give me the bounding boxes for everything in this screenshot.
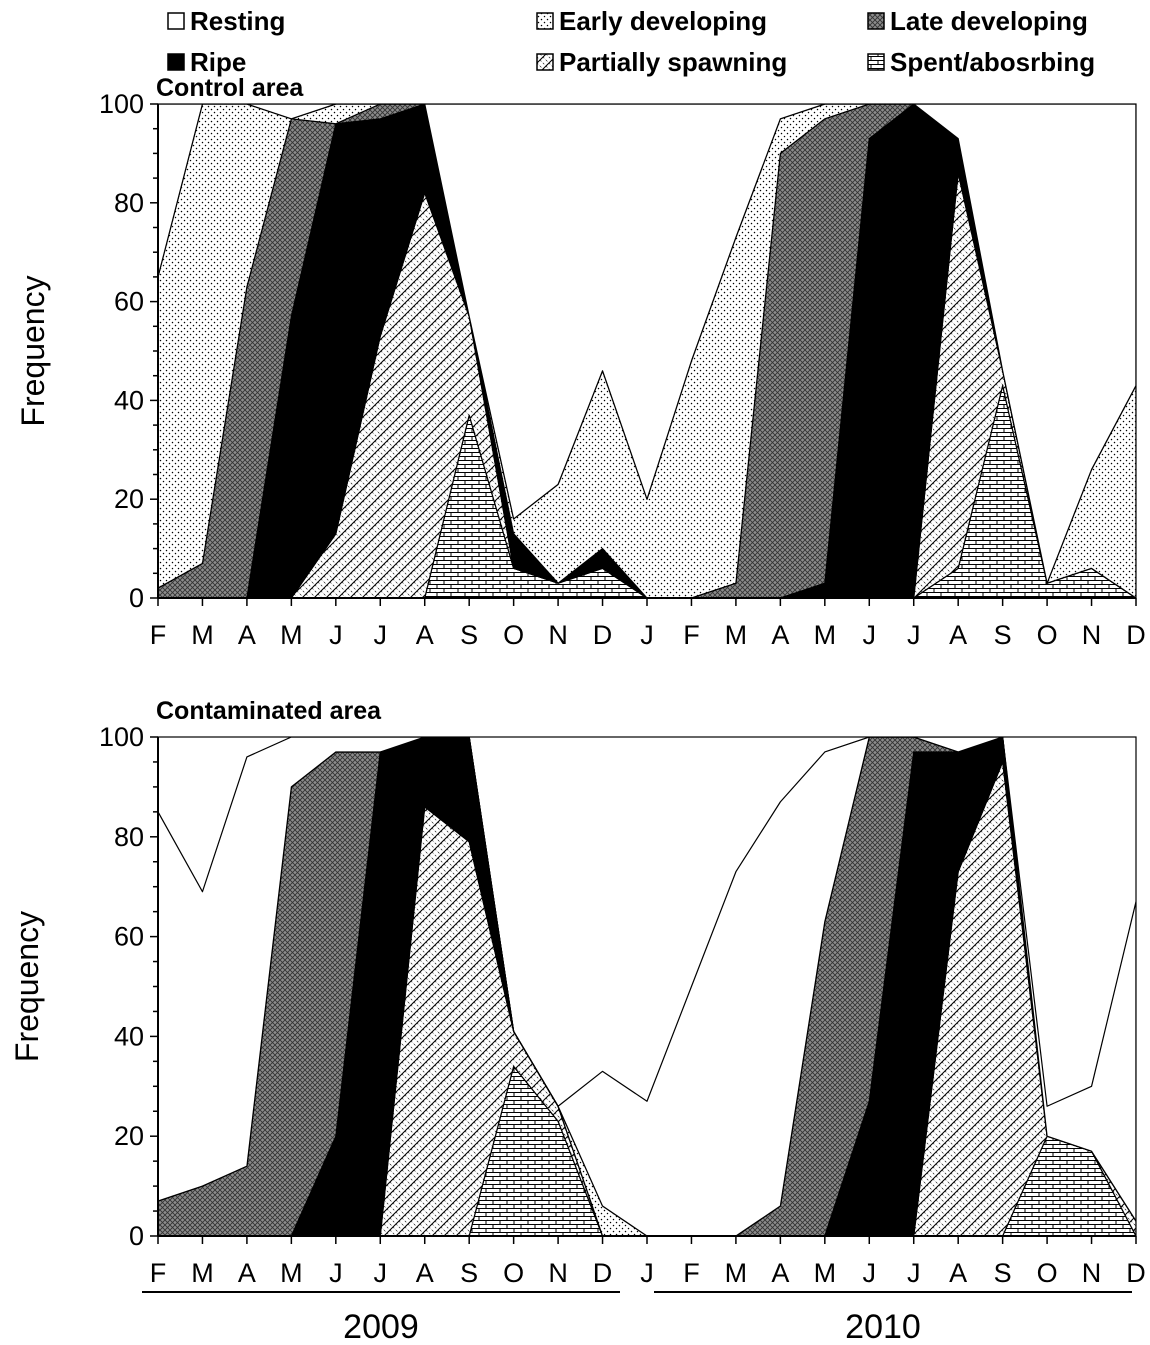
x-tick-label: D <box>593 1258 613 1288</box>
x-tick-label: F <box>683 1258 700 1288</box>
x-tick-label: N <box>548 620 568 650</box>
legend-swatch-early <box>536 12 554 30</box>
x-tick-label: O <box>1037 620 1058 650</box>
x-tick-label: D <box>1126 620 1146 650</box>
stacked-areas <box>158 104 1136 598</box>
x-tick-label: M <box>280 1258 303 1288</box>
y-tick-label: 80 <box>114 188 144 218</box>
y-axis-label: Frequency <box>9 911 45 1062</box>
legend-label: Ripe <box>190 47 246 77</box>
y-tick-label: 60 <box>114 287 144 317</box>
legend-label: Early developing <box>559 6 767 36</box>
x-tick-label: J <box>640 1258 654 1288</box>
y-tick-label: 100 <box>99 722 144 752</box>
x-tick-label: N <box>1082 1258 1102 1288</box>
y-tick-label: 0 <box>129 1221 144 1251</box>
y-axis-label: Frequency <box>15 275 51 426</box>
x-tick-label: J <box>863 620 877 650</box>
year-label-2010: 2010 <box>845 1308 921 1345</box>
legend-item-early-developing: Early developing <box>536 6 767 36</box>
x-tick-label: S <box>460 1258 478 1288</box>
x-tick-label: J <box>374 1258 388 1288</box>
x-tick-label: A <box>771 1258 789 1288</box>
x-tick-label: O <box>503 1258 524 1288</box>
legend-swatch-resting <box>167 12 185 30</box>
year-label-2009: 2009 <box>343 1308 419 1345</box>
x-tick-label: J <box>329 1258 343 1288</box>
x-tick-label: J <box>329 620 343 650</box>
x-tick-label: D <box>1126 1258 1146 1288</box>
area-resting <box>158 737 1136 1236</box>
y-tick-label: 40 <box>114 1021 144 1051</box>
y-axis: 0 20 40 60 80 100 <box>99 89 159 613</box>
legend-swatch-partial <box>536 53 554 71</box>
x-tick-label: J <box>863 1258 877 1288</box>
x-tick-label: M <box>725 1258 748 1288</box>
x-tick-label: M <box>191 620 214 650</box>
x-tick-label: N <box>548 1258 568 1288</box>
x-tick-label: M <box>191 1258 214 1288</box>
x-tick-label: S <box>460 620 478 650</box>
legend-item-partially-spawning: Partially spawning <box>536 47 787 77</box>
stacked-areas <box>158 737 1136 1236</box>
year-axis: 2009 2010 <box>142 1291 1132 1345</box>
x-tick-label: A <box>416 1258 434 1288</box>
legend-item-ripe: Ripe <box>167 47 246 77</box>
y-tick-label: 20 <box>114 1121 144 1151</box>
legend-label: Resting <box>190 6 285 36</box>
x-tick-label: D <box>593 620 613 650</box>
legend-label: Late developing <box>890 6 1088 36</box>
x-tick-label: M <box>280 620 303 650</box>
y-tick-label: 0 <box>129 583 144 613</box>
y-tick-label: 100 <box>99 89 144 119</box>
x-tick-label: A <box>949 620 967 650</box>
x-tick-label: J <box>907 1258 921 1288</box>
x-tick-label: S <box>994 620 1012 650</box>
y-axis: 0 20 40 60 80 100 <box>99 722 159 1251</box>
x-tick-label: O <box>503 620 524 650</box>
x-tick-label: N <box>1082 620 1102 650</box>
x-tick-label: M <box>725 620 748 650</box>
x-tick-label: J <box>374 620 388 650</box>
panel-title: Contaminated area <box>156 697 382 725</box>
x-tick-label: A <box>949 1258 967 1288</box>
x-tick-label: O <box>1037 1258 1058 1288</box>
legend-item-resting: Resting <box>167 6 285 36</box>
x-tick-label: F <box>683 620 700 650</box>
area-resting <box>158 104 1136 584</box>
legend: Resting Early developing Late developing Ri… <box>167 6 1095 77</box>
x-tick-label: A <box>416 620 434 650</box>
legend-swatch-spent <box>867 53 885 71</box>
x-tick-label: F <box>150 620 167 650</box>
x-tick-label: M <box>814 1258 837 1288</box>
y-tick-label: 40 <box>114 385 144 415</box>
x-tick-label: J <box>640 620 654 650</box>
x-tick-label: A <box>771 620 789 650</box>
legend-item-spent-abosrbing: Spent/abosrbing <box>867 47 1095 77</box>
y-tick-label: 60 <box>114 922 144 952</box>
legend-item-late-developing: Late developing <box>867 6 1088 36</box>
legend-label: Partially spawning <box>559 47 787 77</box>
legend-swatch-ripe <box>167 53 185 71</box>
y-tick-label: 20 <box>114 484 144 514</box>
x-tick-label: A <box>238 620 256 650</box>
legend-swatch-late <box>867 12 885 30</box>
panel-title: Control area <box>156 74 304 102</box>
legend-label: Spent/abosrbing <box>890 47 1095 77</box>
x-tick-label: M <box>814 620 837 650</box>
x-tick-label: J <box>907 620 921 650</box>
y-tick-label: 80 <box>114 822 144 852</box>
x-tick-label: F <box>150 1258 167 1288</box>
x-tick-label: A <box>238 1258 256 1288</box>
x-tick-label: S <box>994 1258 1012 1288</box>
